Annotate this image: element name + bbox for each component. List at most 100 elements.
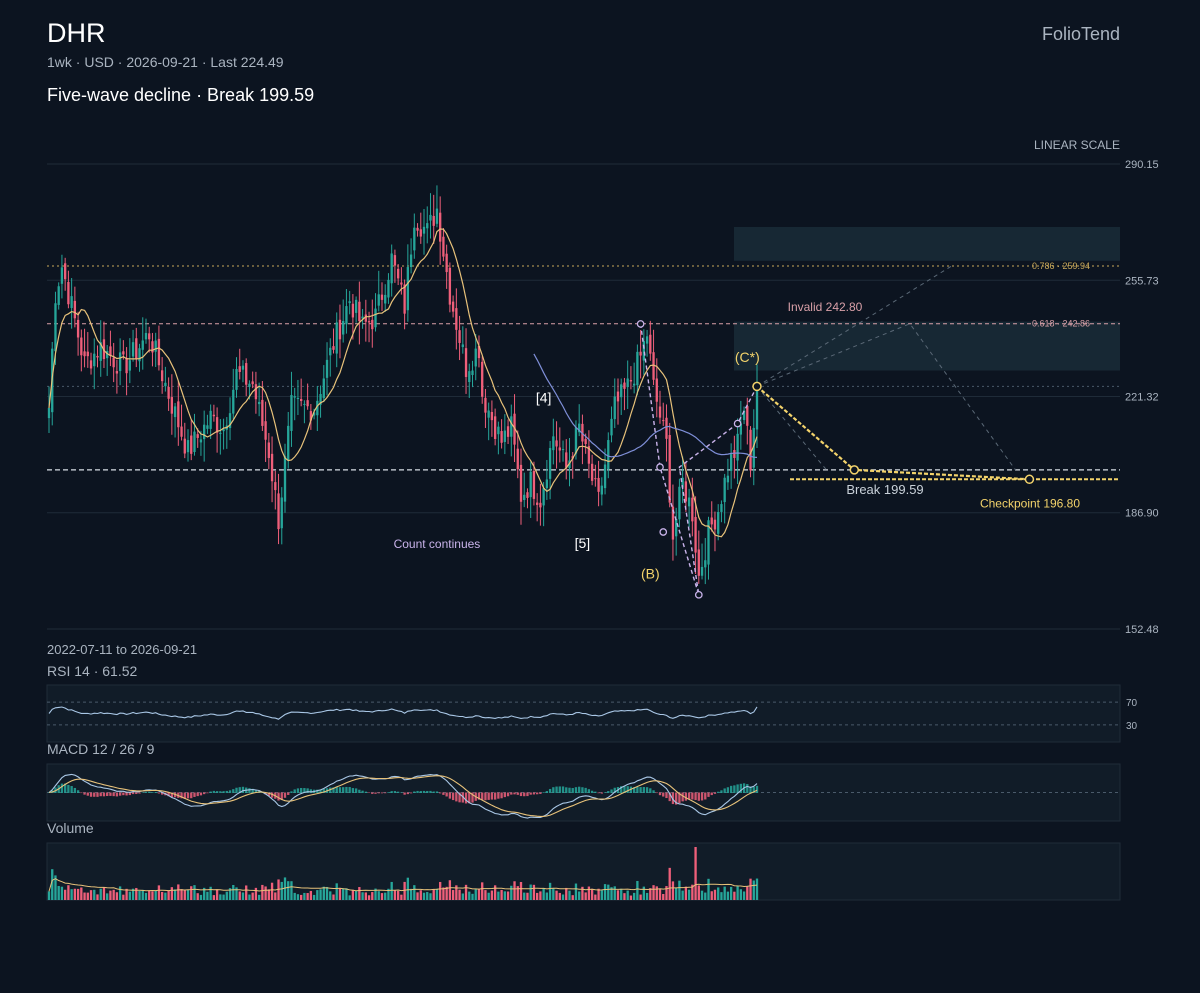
candle-body (387, 279, 390, 298)
volume-bar (749, 878, 752, 900)
candle-body (542, 488, 545, 506)
candle-body (245, 363, 248, 385)
chart-subtitle: Five-wave decline · Break 199.59 (47, 85, 315, 105)
macd-histogram-bar (700, 792, 704, 801)
candle-body (135, 338, 138, 359)
volume-bar (558, 892, 561, 900)
macd-histogram-bar (717, 791, 720, 793)
macd-histogram-bar (109, 792, 112, 796)
candle-body (584, 438, 587, 445)
volume-bar (212, 895, 216, 900)
macd-histogram-bar (73, 787, 77, 793)
volume-bar (342, 888, 345, 900)
candle-body (742, 410, 746, 421)
macd-histogram-bar (322, 789, 325, 793)
macd-histogram-bar (755, 785, 759, 793)
alternate-path (756, 386, 827, 471)
macd-histogram-bar (574, 787, 578, 793)
candle-body (555, 440, 558, 447)
macd-histogram-bar (445, 792, 448, 797)
candle-body (235, 369, 238, 390)
macd-histogram-bar (67, 784, 70, 793)
macd-histogram-bar (83, 792, 86, 795)
volume-bar (283, 877, 287, 900)
volume-bar (426, 892, 429, 900)
macd-histogram-bar (665, 792, 668, 799)
volume-bar (565, 887, 568, 900)
candle-body (170, 397, 174, 414)
checkpoint-label: Checkpoint 196.80 (980, 496, 1080, 510)
macd-histogram-bar (571, 788, 574, 793)
volume-bar (584, 892, 587, 900)
volume-bar (93, 889, 96, 900)
candle-body (510, 416, 513, 437)
volume-bar (354, 890, 358, 900)
projection-point (752, 381, 762, 392)
macd-histogram-bar (219, 791, 222, 793)
volume-bar (170, 887, 174, 900)
candle-body (506, 426, 510, 437)
macd-histogram-bar (160, 792, 164, 795)
volume-bar (215, 889, 219, 900)
volume-bar (645, 892, 649, 900)
volume-bar (636, 880, 639, 900)
candle-body (335, 322, 338, 354)
candle-body (300, 399, 303, 402)
candle-body (736, 433, 739, 461)
macd-histogram-bar (477, 792, 481, 800)
macd-histogram-bar (409, 792, 413, 794)
volume-bar (561, 894, 565, 900)
candle-body (173, 406, 177, 418)
candle-body (675, 518, 678, 537)
candle-body (193, 431, 196, 453)
candle-body (516, 448, 519, 470)
candle-body (89, 360, 93, 369)
macd-histogram-bar (141, 792, 144, 793)
wave-point (659, 528, 668, 536)
break-label: Break 199.59 (846, 482, 923, 497)
macd-histogram-bar (455, 792, 458, 802)
macd-histogram-bar (203, 792, 206, 795)
volume-bar (76, 888, 80, 900)
macd-histogram-bar (623, 786, 626, 793)
macd-histogram-bar (384, 792, 387, 794)
macd-histogram-bar (151, 792, 154, 793)
volume-bar (245, 885, 248, 900)
candle-body (342, 320, 345, 335)
candle-body (613, 396, 616, 420)
volume-bar (597, 888, 600, 900)
volume-bar (267, 889, 270, 900)
candle-body (632, 383, 636, 386)
candle-body (691, 497, 694, 522)
candle-body (396, 268, 400, 279)
candle-body (616, 391, 620, 402)
volume-bar (102, 887, 106, 900)
volume-bar (429, 893, 432, 900)
macd-histogram-bar (439, 792, 442, 794)
scale-label[interactable]: LINEAR SCALE (1034, 138, 1120, 152)
macd-histogram-bar (80, 792, 83, 794)
macd-histogram-bar (668, 792, 671, 802)
volume-bar (203, 887, 206, 900)
candle-body (215, 417, 219, 433)
candle-body (290, 395, 293, 431)
fib-618-label: 0.618 · 242.86 (1032, 319, 1090, 329)
wave-label: [5] (575, 535, 591, 551)
macd-histogram-bar (93, 792, 96, 797)
macd-histogram-bar (86, 792, 89, 796)
candle-body (209, 410, 212, 429)
volume-bar (458, 889, 461, 900)
volume-bar (720, 892, 723, 900)
candle-body (261, 399, 264, 426)
candle-body (451, 301, 455, 312)
macd-histogram-bar (600, 792, 603, 794)
wave-label: (C*) (735, 349, 760, 365)
macd-histogram-bar (393, 791, 397, 793)
candle-body (364, 314, 367, 322)
candle-body (684, 481, 688, 502)
rsi-level-label: 30 (1126, 721, 1138, 732)
volume-bar (487, 892, 490, 900)
macd-histogram-bar (47, 792, 51, 793)
candle-body (678, 486, 681, 520)
